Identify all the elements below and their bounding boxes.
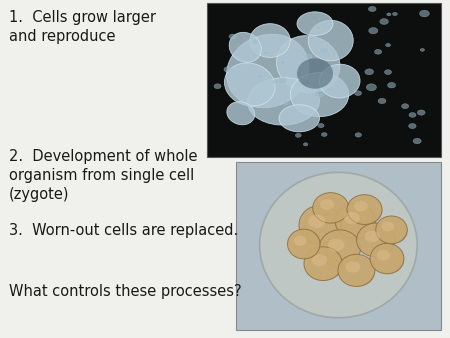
Ellipse shape: [299, 205, 342, 244]
Ellipse shape: [260, 172, 417, 318]
Ellipse shape: [291, 232, 320, 259]
Ellipse shape: [250, 24, 290, 57]
Ellipse shape: [314, 91, 324, 97]
Ellipse shape: [257, 74, 264, 79]
Ellipse shape: [387, 82, 396, 88]
Ellipse shape: [380, 19, 388, 24]
Ellipse shape: [288, 229, 320, 259]
Ellipse shape: [420, 48, 424, 51]
Ellipse shape: [303, 143, 308, 146]
Ellipse shape: [346, 261, 360, 273]
Ellipse shape: [366, 84, 377, 91]
Ellipse shape: [301, 79, 310, 86]
Ellipse shape: [224, 67, 232, 72]
Ellipse shape: [252, 40, 258, 44]
Ellipse shape: [229, 34, 236, 39]
Ellipse shape: [290, 73, 349, 117]
Ellipse shape: [387, 13, 391, 16]
Ellipse shape: [295, 133, 301, 137]
Text: 1.  Cells grow larger
and reproduce: 1. Cells grow larger and reproduce: [9, 10, 156, 44]
Ellipse shape: [401, 104, 409, 108]
Ellipse shape: [378, 98, 386, 104]
Ellipse shape: [302, 208, 342, 244]
Ellipse shape: [248, 78, 320, 125]
Ellipse shape: [374, 49, 382, 54]
Ellipse shape: [315, 26, 320, 29]
Ellipse shape: [319, 47, 329, 54]
Ellipse shape: [278, 77, 287, 83]
Ellipse shape: [323, 233, 360, 267]
Ellipse shape: [229, 32, 261, 62]
Ellipse shape: [355, 91, 361, 96]
Ellipse shape: [227, 34, 309, 108]
Ellipse shape: [369, 27, 378, 34]
Ellipse shape: [284, 101, 288, 104]
Ellipse shape: [308, 20, 353, 61]
Ellipse shape: [316, 195, 349, 223]
Ellipse shape: [347, 195, 382, 224]
Ellipse shape: [419, 10, 429, 17]
Ellipse shape: [354, 201, 368, 211]
Ellipse shape: [280, 61, 285, 64]
Ellipse shape: [304, 54, 312, 59]
Text: 3.  Worn-out cells are replaced.: 3. Worn-out cells are replaced.: [9, 223, 238, 238]
Ellipse shape: [321, 132, 327, 137]
Ellipse shape: [384, 70, 392, 75]
Ellipse shape: [364, 231, 380, 243]
Ellipse shape: [355, 133, 361, 137]
Ellipse shape: [338, 254, 375, 286]
Ellipse shape: [413, 138, 421, 144]
Ellipse shape: [335, 203, 376, 239]
FancyBboxPatch shape: [236, 162, 441, 330]
Ellipse shape: [356, 223, 395, 257]
Ellipse shape: [344, 212, 360, 224]
Ellipse shape: [409, 113, 416, 117]
Ellipse shape: [312, 254, 327, 266]
Ellipse shape: [227, 102, 255, 125]
FancyBboxPatch shape: [207, 3, 441, 157]
Ellipse shape: [307, 249, 342, 281]
Ellipse shape: [263, 51, 268, 55]
Ellipse shape: [382, 222, 394, 231]
Ellipse shape: [214, 84, 221, 89]
Ellipse shape: [277, 35, 340, 93]
Ellipse shape: [272, 79, 279, 84]
Ellipse shape: [279, 105, 320, 132]
Ellipse shape: [377, 250, 390, 261]
Ellipse shape: [319, 230, 360, 267]
Ellipse shape: [308, 215, 325, 228]
Ellipse shape: [392, 12, 397, 16]
Ellipse shape: [297, 58, 333, 89]
Ellipse shape: [417, 110, 425, 115]
Ellipse shape: [294, 236, 306, 246]
Ellipse shape: [370, 243, 404, 274]
Ellipse shape: [339, 207, 376, 239]
Ellipse shape: [320, 199, 334, 210]
Ellipse shape: [360, 226, 395, 257]
Ellipse shape: [409, 123, 416, 129]
Ellipse shape: [318, 123, 324, 128]
Ellipse shape: [297, 12, 333, 35]
Ellipse shape: [386, 43, 391, 47]
Text: 2.  Development of whole
organism from single cell
(zygote): 2. Development of whole organism from si…: [9, 149, 198, 202]
Ellipse shape: [379, 218, 408, 244]
Ellipse shape: [313, 193, 349, 223]
Ellipse shape: [376, 216, 407, 244]
Ellipse shape: [341, 257, 375, 287]
Ellipse shape: [374, 246, 405, 274]
Ellipse shape: [320, 64, 360, 98]
Ellipse shape: [350, 197, 382, 224]
Ellipse shape: [365, 69, 374, 75]
Ellipse shape: [304, 247, 342, 281]
Ellipse shape: [225, 63, 275, 106]
Text: What controls these processes?: What controls these processes?: [9, 284, 242, 299]
Ellipse shape: [369, 6, 376, 11]
Ellipse shape: [328, 239, 344, 251]
